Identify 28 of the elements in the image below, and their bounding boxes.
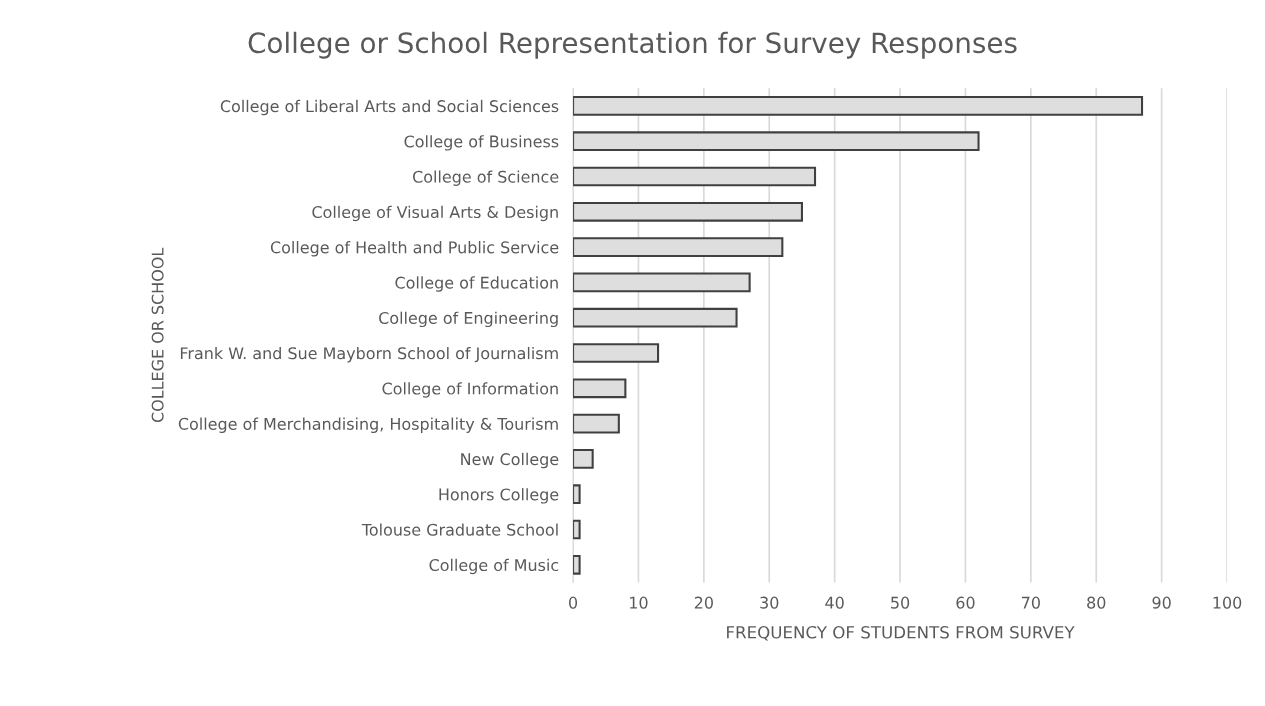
y-tick-label: College of Visual Arts & Design [312, 205, 558, 222]
y-tick-label: College of Health and Public Service [270, 241, 559, 257]
x-tick-label: 20 [694, 596, 713, 609]
x-tick-label: 30 [760, 596, 779, 609]
x-tick-label: 50 [891, 596, 910, 609]
y-tick-label: College of Business [404, 135, 559, 151]
y-tick-label: Frank W. and Sue Mayborn School of Journalism [180, 346, 558, 363]
x-tick-label: 90 [1152, 596, 1171, 609]
y-axis-title: COLLEGE OR SCHOOL [151, 247, 164, 423]
x-tick-label: 60 [956, 596, 975, 609]
chart-title: College or School Representation for Survey Responses [248, 31, 1017, 59]
y-tick-label: Tolouse Graduate School [361, 523, 558, 536]
x-tick-label: 0 [569, 596, 578, 609]
x-tick-label: 100 [1213, 596, 1242, 609]
y-tick-label: College of Education [395, 276, 558, 292]
y-tick-label: College of Music [429, 558, 559, 575]
y-tick-label: New College [461, 452, 559, 469]
y-tick-label: College of Engineering [379, 311, 558, 328]
x-axis-title: FREQUENCY OF STUDENTS FROM SURVEY [727, 625, 1075, 641]
x-tick-label: 40 [825, 596, 844, 609]
y-tick-label: College of Merchandising, Hospitality & Tourism [178, 417, 558, 433]
x-tick-label: 70 [1022, 596, 1040, 609]
y-tick-label: College of Liberal Arts and Social Sciences [220, 99, 559, 116]
x-tick-label: 80 [1087, 596, 1106, 609]
y-tick-label: College of Information [382, 382, 558, 398]
x-tick-label: 10 [630, 596, 648, 609]
y-tick-label: College of Science [412, 170, 559, 186]
y-tick-label: Honors College [439, 488, 559, 504]
